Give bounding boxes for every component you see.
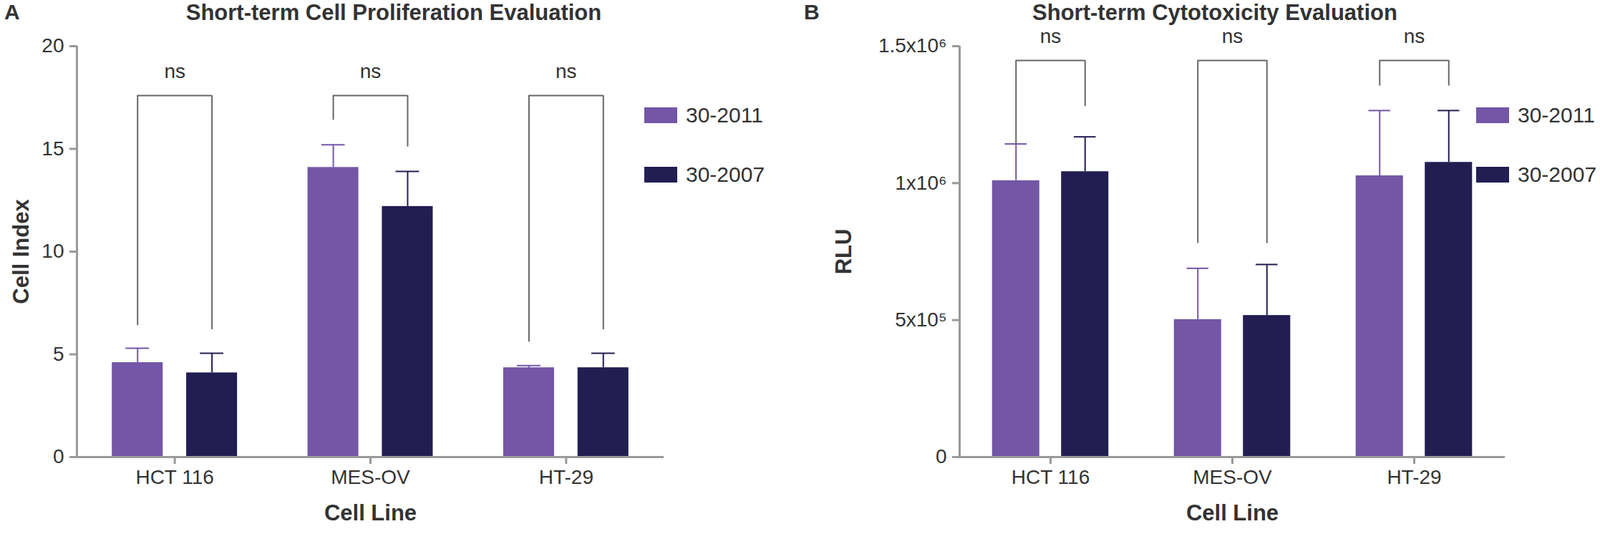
svg-text:ns: ns [360, 60, 382, 83]
svg-text:HT-29: HT-29 [539, 466, 594, 489]
html-text:30-2007: 30-2007 [1517, 162, 1597, 187]
svg-text:ns: ns [1040, 25, 1062, 48]
html-text:30-2007: 30-2007 [685, 162, 765, 187]
html-text:Short-term Cell Proliferation: Short-term Cell Proliferation Evaluation [185, 0, 602, 26]
html-text:30-2011: 30-2011 [685, 103, 764, 127]
html-text:B: B [803, 0, 820, 24]
svg-text:ns: ns [555, 60, 578, 83]
svg-text:Cell Index: Cell Index [8, 199, 34, 305]
svg-text:HT-29: HT-29 [1386, 466, 1442, 489]
svg-text:1.5x10⁶: 1.5x10⁶ [878, 34, 948, 57]
svg-text:ns: ns [1403, 25, 1426, 48]
svg-text:10: 10 [41, 239, 64, 263]
svg-text:MES-OV: MES-OV [330, 466, 411, 489]
svg-text:20: 20 [41, 34, 64, 57]
svg-text:5x10⁵: 5x10⁵ [894, 308, 947, 331]
svg-text:ns: ns [163, 60, 186, 83]
html-text:Short-term Cytotoxicity Evalua: Short-term Cytotoxicity Evaluation [1032, 0, 1398, 26]
svg-text:0: 0 [935, 445, 948, 468]
svg-text:HCT 116: HCT 116 [135, 466, 214, 489]
svg-text:15: 15 [41, 137, 64, 160]
html-text:30-2011: 30-2011 [1517, 103, 1595, 127]
svg-text:5: 5 [52, 342, 65, 366]
svg-text:Cell Line: Cell Line [324, 500, 417, 526]
svg-text:Cell Line: Cell Line [1186, 500, 1279, 526]
svg-text:RLU: RLU [831, 229, 857, 275]
svg-text:0: 0 [52, 445, 65, 468]
svg-text:ns: ns [1222, 25, 1244, 48]
svg-text:HCT 116: HCT 116 [1011, 466, 1090, 489]
html-text:A: A [4, 0, 20, 24]
svg-text:MES-OV: MES-OV [1192, 466, 1273, 489]
svg-text:1x10⁶: 1x10⁶ [894, 171, 947, 195]
